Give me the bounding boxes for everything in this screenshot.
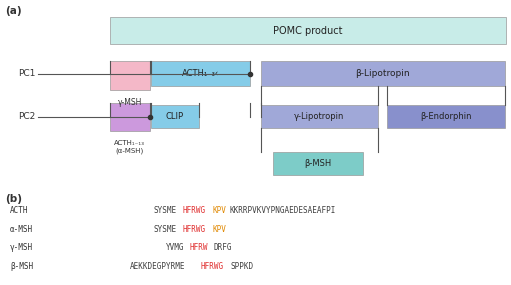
Text: γ-MSH: γ-MSH [118, 98, 142, 107]
Bar [387, 105, 505, 128]
Text: HFRWG: HFRWG [183, 206, 206, 215]
Text: SYSME: SYSME [153, 206, 176, 215]
Text: PC1: PC1 [18, 69, 36, 78]
Text: AEKKDEGPYRME: AEKKDEGPYRME [130, 262, 186, 271]
Text: HFRW: HFRW [190, 243, 208, 253]
Text: KPV: KPV [212, 206, 226, 215]
Text: DRFG: DRFG [213, 243, 231, 253]
Text: ACTH: ACTH [10, 206, 29, 215]
Bar [151, 61, 250, 86]
Text: γ-MSH: γ-MSH [10, 243, 33, 253]
Text: KKRRPVKVYPNGAEDESAEAFPI: KKRRPVKVYPNGAEDESAEAFPI [230, 206, 336, 215]
Text: HFRWG: HFRWG [201, 262, 224, 271]
Text: β-MSH: β-MSH [10, 262, 33, 271]
Text: β-Endorphin: β-Endorphin [420, 112, 472, 121]
Text: KPV: KPV [212, 225, 226, 234]
Text: POMC product: POMC product [273, 26, 343, 36]
Bar [110, 17, 506, 44]
Text: β-Lipotropin: β-Lipotropin [356, 69, 410, 78]
Text: ACTH₁₋₃‹: ACTH₁₋₃‹ [182, 69, 219, 78]
Text: (a): (a) [5, 6, 22, 16]
Text: CLIP: CLIP [166, 112, 184, 121]
Text: HFRWG: HFRWG [183, 225, 206, 234]
Bar [110, 61, 150, 90]
Text: α-MSH: α-MSH [10, 225, 33, 234]
Text: SYSME: SYSME [153, 225, 176, 234]
Text: YVMG: YVMG [166, 243, 184, 253]
Bar [261, 61, 505, 86]
Text: SPPKD: SPPKD [230, 262, 253, 271]
Bar [151, 105, 199, 128]
Bar [261, 105, 378, 128]
Bar [273, 152, 363, 175]
Text: ACTH₁₋₁₃
(α-MSH): ACTH₁₋₁₃ (α-MSH) [114, 140, 145, 154]
Bar [110, 103, 150, 131]
Text: (b): (b) [5, 194, 22, 204]
Text: β-MSH: β-MSH [305, 159, 332, 168]
Text: γ-Lipotropin: γ-Lipotropin [294, 112, 344, 121]
Text: PC2: PC2 [18, 112, 36, 121]
